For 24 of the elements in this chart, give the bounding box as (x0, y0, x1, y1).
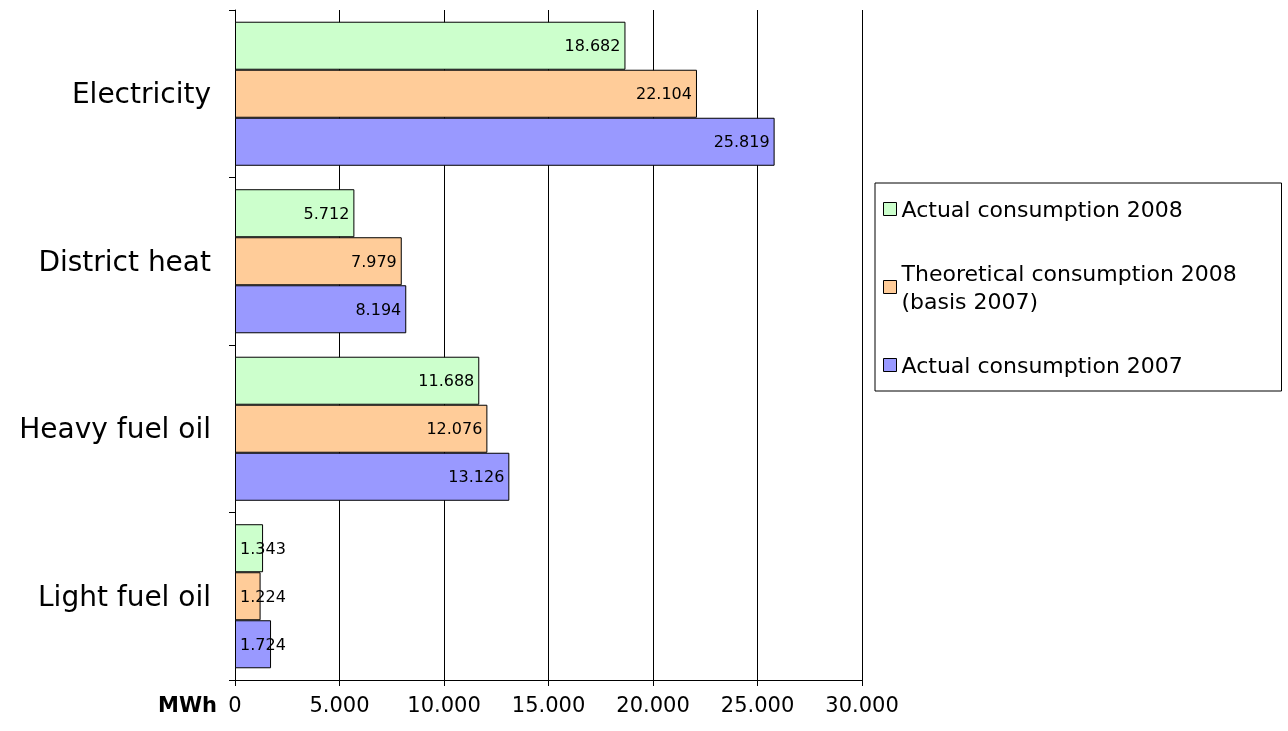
legend-label: Actual consumption 2007 (901, 352, 1183, 378)
data-label: 5.712 (303, 203, 350, 223)
data-label: 18.682 (564, 36, 621, 56)
data-label: 13.126 (448, 467, 505, 487)
x-tick-label: 15.000 (511, 692, 586, 717)
x-tick-label: 30.000 (825, 692, 899, 717)
data-label: 12.076 (426, 419, 483, 439)
y-tick-label: Heavy fuel oil (19, 412, 211, 446)
x-tick-label: 10.000 (407, 692, 481, 717)
data-label: 7.979 (350, 251, 397, 271)
legend-label: Theoretical consumption 2008 (basis 2007) (900, 260, 1244, 314)
y-tick-label: Light fuel oil (38, 579, 211, 613)
x-tick-label: 25.000 (720, 692, 795, 717)
data-label: 22.104 (635, 84, 692, 104)
x-tick-label: 20.000 (616, 692, 690, 717)
y-tick-label: District heat (38, 244, 212, 278)
data-label: 8.194 (355, 299, 402, 319)
data-label: 25.819 (713, 132, 770, 152)
legend-label: Actual consumption 2008 (901, 196, 1183, 222)
x-tick-label: 0 (228, 692, 242, 717)
x-axis-title: MWh (157, 692, 217, 717)
y-tick-label: Electricity (71, 77, 211, 111)
x-tick-label: 5.000 (309, 692, 370, 717)
data-label: 11.688 (418, 371, 475, 391)
